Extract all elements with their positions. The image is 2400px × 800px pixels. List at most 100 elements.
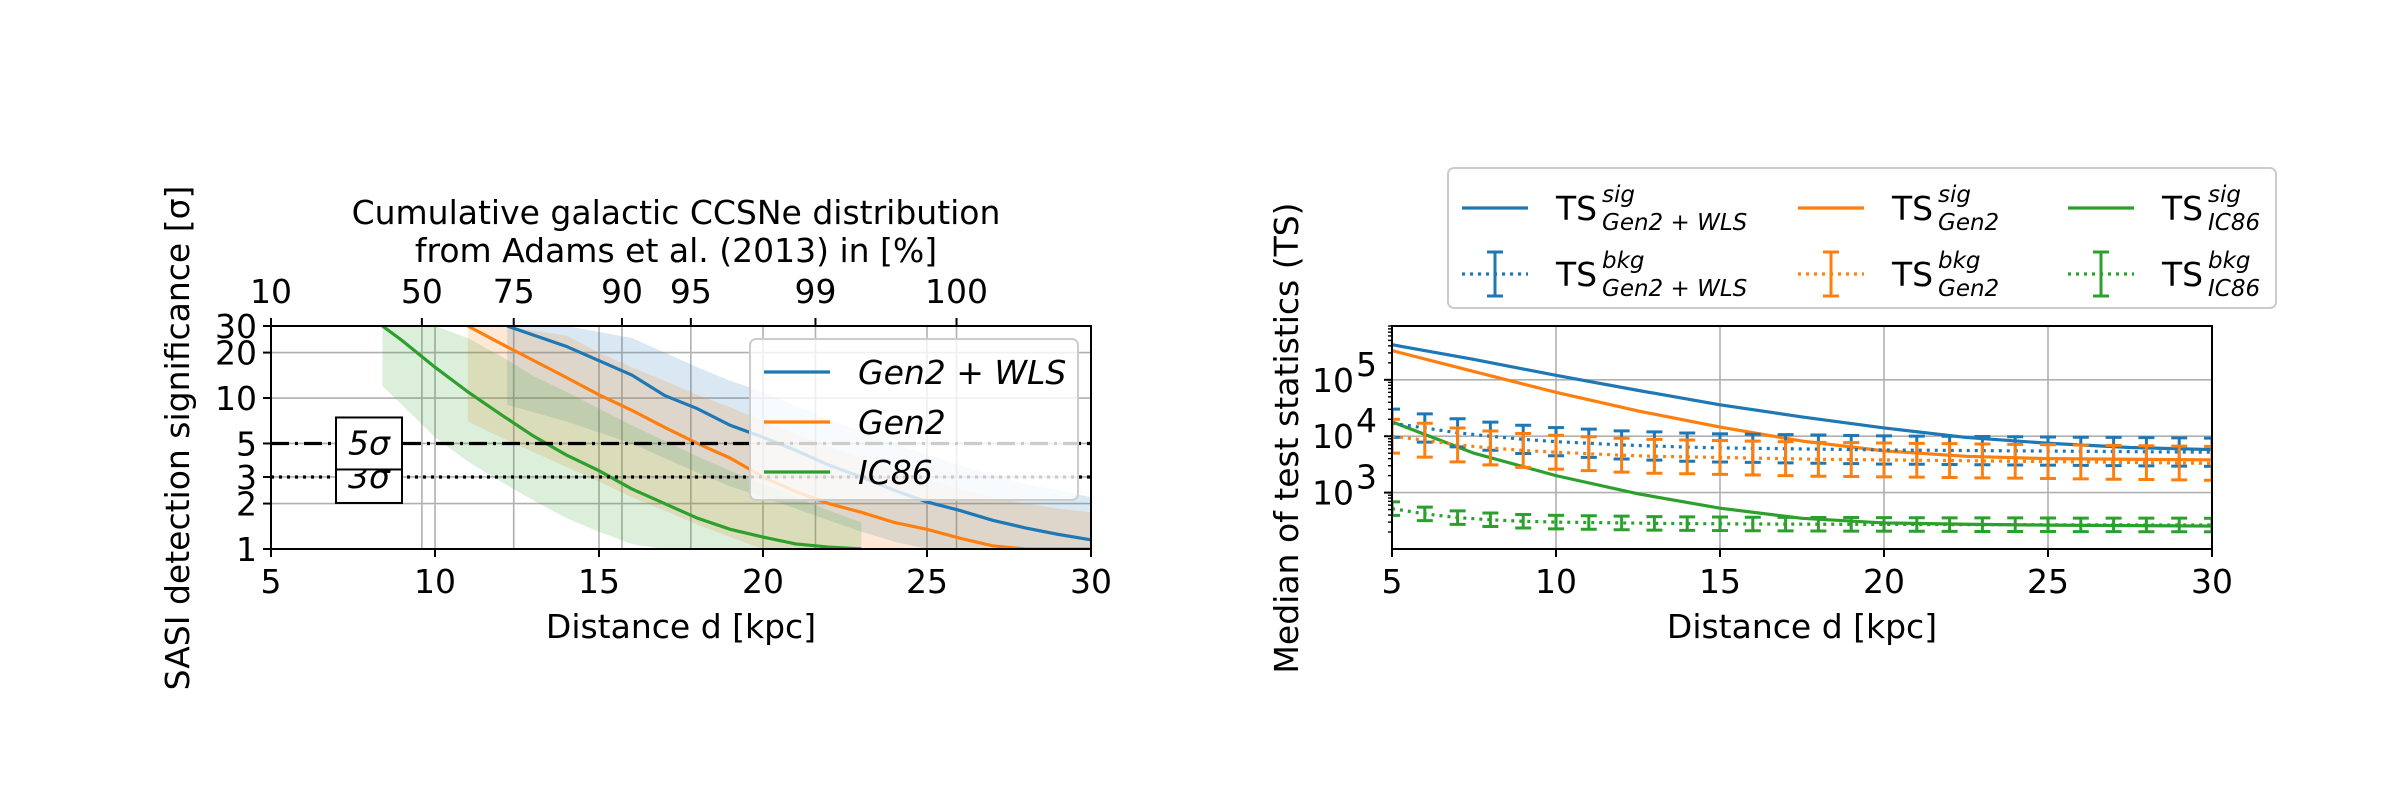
errorbar-ts-bkg-ic86 xyxy=(1646,515,1663,532)
x-tick-label: 5 xyxy=(1382,562,1403,601)
legend-box xyxy=(749,338,1079,501)
errorbar-ts-bkg-ic86 xyxy=(2040,516,2056,534)
line-ts-sig-ic86 xyxy=(1392,420,2212,528)
x-tick-label: 10 xyxy=(1535,562,1577,601)
errorbar-ts-bkg-gen2 xyxy=(2072,443,2089,481)
top-tick-label: 95 xyxy=(670,272,712,311)
errorbar-ts-bkg-gen2 xyxy=(2040,443,2056,480)
y-tick-label: 10 xyxy=(1312,474,1354,513)
errorbar-ts-bkg-gen2 xyxy=(1613,436,1630,474)
errorbar-ts-bkg-ic86 xyxy=(1580,514,1597,531)
errorbar-ts-bkg-gen2 xyxy=(2204,444,2212,482)
errorbar-ts-bkg-gen2 xyxy=(1548,433,1564,471)
y-tick-label: 10 xyxy=(1312,361,1354,400)
legend-label-sup: bkg xyxy=(1602,248,1645,274)
errorbar-ts-bkg-gen2 xyxy=(1449,426,1466,464)
x-tick-label: 20 xyxy=(742,562,784,601)
errorbar-ts-bkg-ic86 xyxy=(1777,515,1794,533)
errorbar-ts-bkg-gen2 xyxy=(1712,439,1728,476)
errorbar-ts-bkg-gen2 xyxy=(1482,429,1499,467)
top-tick-label: 100 xyxy=(925,272,988,311)
errorbar-ts-bkg-ic86 xyxy=(1416,505,1433,523)
top-tick-label: 10 xyxy=(250,272,292,311)
y-tick-label: 10 xyxy=(215,379,257,418)
x-tick-label: 20 xyxy=(1863,562,1905,601)
y-tick-label: 1 xyxy=(236,530,257,569)
errorbar-ts-bkg-ic86 xyxy=(1712,515,1728,533)
errorbar-ts-bkg-gen2 xyxy=(2171,444,2188,482)
x-axis-label: Distance d [kpc] xyxy=(546,607,816,646)
errorbar-ts-bkg-ic86 xyxy=(1908,516,1925,533)
legend-label-sub: Gen2 + WLS xyxy=(1602,276,1747,302)
errorbar-ts-bkg-gen2 xyxy=(2138,444,2155,482)
y-tick-label: 2 xyxy=(236,485,257,524)
x-tick-label: 30 xyxy=(1070,562,1112,601)
errorbar-ts-bkg-ic86 xyxy=(1679,515,1696,532)
errorbar-ts-bkg-ic86 xyxy=(1843,516,1860,533)
errorbar-ts-bkg-gen2 xyxy=(1515,431,1532,469)
legend-label-ic86: IC86 xyxy=(858,453,933,492)
errorbar-ts-bkg-ic86 xyxy=(2204,516,2212,534)
errorbar-ts-bkg-ic86 xyxy=(1392,500,1400,517)
y-tick-label: 5 xyxy=(236,424,257,463)
errorbar-ts-bkg-ic86 xyxy=(2171,516,2188,534)
y-tick-label: 30 xyxy=(215,307,257,346)
top-axis-title-line-2: from Adams et al. (2013) in [%] xyxy=(415,231,937,270)
x-tick-label: 15 xyxy=(578,562,620,601)
top-tick-label: 90 xyxy=(601,272,643,311)
line-ts-sig-gen2 xyxy=(1392,349,2212,462)
line-ic86 xyxy=(381,326,862,549)
errorbar-ts-bkg-gen2 xyxy=(1843,441,1860,479)
errorbar-ts-bkg-ic86 xyxy=(1449,509,1466,526)
errorbar-ts-bkg-gen2 xyxy=(1392,417,1400,455)
legend-label-base: TS xyxy=(1555,189,1597,228)
errorbar-ts-bkg-ic86 xyxy=(2072,516,2089,534)
errorbar-ts-bkg-ic86 xyxy=(2138,516,2155,534)
grid xyxy=(1391,326,2213,549)
errorbar-ts-bkg-gen2 xyxy=(1744,439,1761,477)
top-tick-label: 99 xyxy=(794,272,836,311)
top-tick-label: 75 xyxy=(493,272,535,311)
errorbar-ts-bkg-ic86 xyxy=(2105,516,2122,534)
errorbar-ts-bkg-gen2-wls xyxy=(2204,436,2212,468)
errorbar-ts-bkg-gen2 xyxy=(1876,441,1892,479)
x-tick-label: 25 xyxy=(2027,562,2069,601)
y-tick-label-exponent: 3 xyxy=(1356,458,1377,497)
y-tick-label: 10 xyxy=(1312,417,1354,456)
errorbar-ts-bkg-ic86 xyxy=(1613,514,1630,532)
line-ts-sig-gen2-wls xyxy=(1392,343,2212,452)
errorbar-ts-bkg-ic86 xyxy=(1974,516,1991,533)
x-tick-label: 30 xyxy=(2191,562,2233,601)
y-tick-label-exponent: 5 xyxy=(1356,345,1377,384)
y-tick-label: 20 xyxy=(215,334,257,373)
errorbar-ts-bkg-gen2 xyxy=(1679,438,1696,476)
legend-label-sub: Gen2 + WLS xyxy=(1602,210,1747,236)
threshold-label-5sigma: 5σ xyxy=(335,416,403,471)
threshold-label-box xyxy=(335,416,403,471)
line-ts-bkg-gen2-wls xyxy=(1392,421,2212,454)
errorbar-ts-bkg-gen2 xyxy=(1941,442,1958,479)
errorbar-ts-bkg-gen2 xyxy=(1580,435,1597,473)
errorbar-ts-bkg-gen2-wls xyxy=(1392,407,1400,439)
y-tick-label-exponent: 4 xyxy=(1356,401,1377,440)
legend-label-base: TS xyxy=(1891,255,1933,294)
errorbar-ts-bkg-ic86 xyxy=(1744,515,1761,533)
legend-label-sub: IC86 xyxy=(2208,276,2260,302)
axes-frame xyxy=(270,325,1092,550)
legend-label-base: TS xyxy=(2161,189,2203,228)
errorbar-ts-bkg-ic86 xyxy=(1941,516,1958,533)
legend-label-base: TS xyxy=(1555,255,1597,294)
errorbar-ts-bkg-gen2 xyxy=(1908,441,1925,479)
errorbar-ts-bkg-gen2 xyxy=(1777,440,1794,478)
x-tick-label: 5 xyxy=(261,562,282,601)
threshold-label-text: 5σ xyxy=(348,423,391,462)
legend-label-sub: Gen2 xyxy=(1938,276,1999,302)
legend-label-sub: IC86 xyxy=(2208,210,2260,236)
band-ic86 xyxy=(382,326,862,549)
errorbar-ts-bkg-gen2 xyxy=(1416,421,1433,459)
x-tick-label: 15 xyxy=(1699,562,1741,601)
